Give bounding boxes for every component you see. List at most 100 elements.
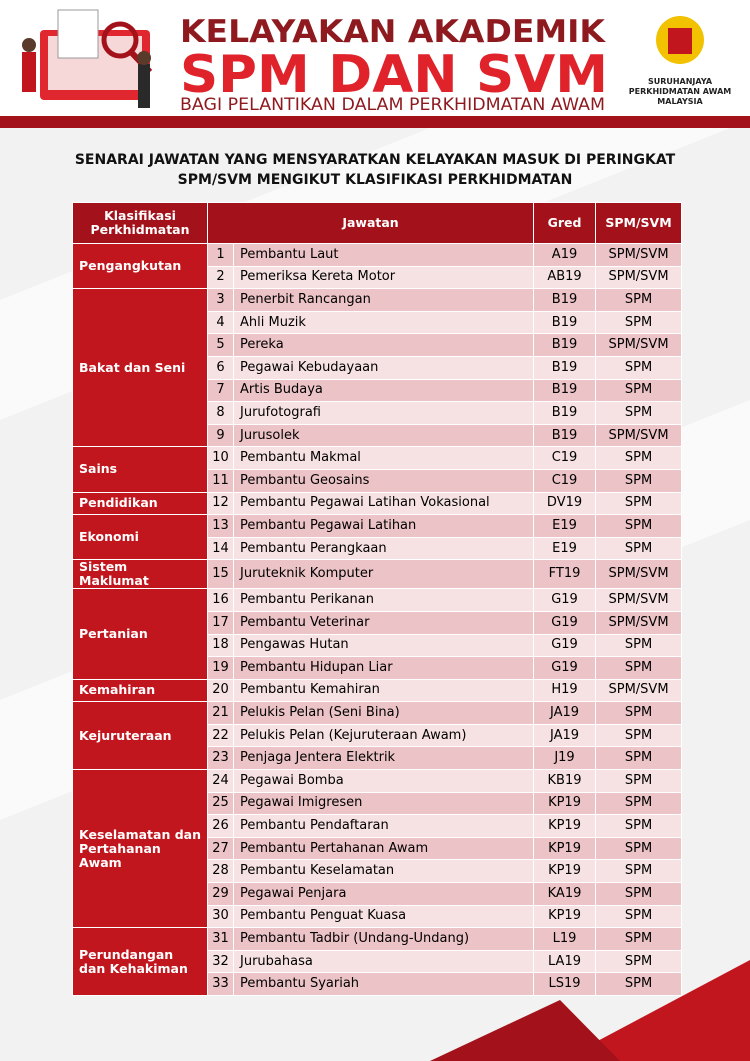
grade: FT19 (533, 559, 597, 590)
grade: C19 (533, 446, 597, 470)
grade: KP19 (533, 836, 597, 861)
job-title: Pembantu Pendaftaran (232, 814, 535, 838)
qualification: SPM/SVM (595, 243, 683, 267)
row-number: 7 (207, 378, 234, 403)
grade: B19 (533, 333, 597, 357)
table-row: 18 Pengawas Hutan G19 SPM (73, 633, 683, 658)
row-number: 14 (207, 536, 234, 561)
qualification: SPM (595, 401, 683, 425)
grade: G19 (533, 610, 597, 635)
row-number: 17 (207, 610, 234, 635)
row-number: 10 (207, 446, 234, 470)
job-title: Pemeriksa Kereta Motor (232, 265, 535, 290)
row-number: 25 (207, 791, 234, 816)
grade: C19 (533, 468, 597, 493)
qualification: SPM (595, 633, 683, 658)
row-number: 23 (207, 746, 234, 771)
job-title: Jurubahasa (232, 949, 535, 974)
grade: B19 (533, 310, 597, 335)
classification: Pertanian (72, 588, 208, 680)
grade: KP19 (533, 814, 597, 838)
table-row: Keselamatan dan Pertahanan Awam 24 Pegawai… (72, 769, 683, 929)
qualification: SPM (595, 859, 683, 884)
row-number: 19 (207, 656, 234, 680)
grade: KP19 (533, 791, 597, 816)
qualification: SPM/SVM (595, 423, 683, 448)
job-title: Pembantu Tadbir (Undang-Undang) (232, 927, 535, 951)
row-number: 20 (207, 678, 234, 703)
subtitle-line: SENARAI JAWATAN YANG MENSYARATKAN KELAYA… (74, 152, 676, 168)
qualification: SPM (595, 769, 683, 793)
grade: E19 (533, 536, 597, 561)
grade: B19 (533, 288, 597, 312)
column-header: Gred (533, 202, 597, 244)
qualification: SPM (595, 310, 683, 335)
header-row: Klasifikasi Perkhidmatan Jawatan Gred SP… (72, 202, 683, 244)
table-row: Kejuruteraan 21 Pelukis Pelan (Seni Bina) J… (72, 701, 683, 771)
grade: JA19 (533, 723, 597, 748)
column-header: Jawatan (206, 202, 535, 244)
grade: E19 (533, 514, 597, 538)
qualification: SPM/SVM (595, 559, 683, 590)
row-number: 13 (207, 514, 234, 538)
qualification: SPM (595, 723, 683, 748)
qualification: SPM (595, 355, 683, 380)
qualification: SPM (595, 378, 683, 403)
job-title: Pembantu Pegawai Latihan (232, 514, 535, 538)
qualification: SPM/SVM (595, 610, 683, 635)
job-title: Penjaga Jentera Elektrik (232, 746, 535, 771)
row-number: 8 (207, 401, 234, 425)
row-number: 29 (207, 882, 234, 906)
table-row: 27 Pembantu Pertahanan Awam KP19 SPM (73, 836, 683, 861)
column-header: SPM/SVM (595, 202, 683, 244)
qualification: SPM (595, 701, 683, 725)
row-number: 1 (207, 243, 234, 267)
job-title: Pegawai Imigresen (232, 791, 535, 816)
grade: B19 (533, 401, 597, 425)
job-title: Pembantu Kemahiran (232, 678, 535, 703)
table-row: 30 Pembantu Penguat Kuasa KP19 SPM (73, 904, 683, 929)
job-title: Juruteknik Komputer (232, 559, 535, 590)
job-title: Pereka (232, 333, 535, 357)
job-title: Pembantu Veterinar (232, 610, 535, 635)
qualification: SPM (595, 288, 683, 312)
qualification: SPM (595, 949, 683, 974)
classification: Perundangan dan Kehakiman (72, 927, 208, 996)
subtitle: SENARAI JAWATAN YANG MENSYARATKAN KELAYA… (0, 150, 750, 190)
table-row: Bakat dan Seni 3 Penerbit Rancangan B19 SPM (72, 288, 683, 448)
row-number: 33 (207, 972, 234, 996)
table-row: 2 Pemeriksa Kereta Motor AB19 SPM/SVM (73, 265, 683, 290)
classification: Kemahiran (72, 678, 208, 703)
grade: J19 (533, 746, 597, 771)
classification: Bakat dan Seni (72, 288, 208, 448)
classification: Sistem Maklumat (72, 559, 208, 590)
row-number: 26 (207, 814, 234, 838)
row-number: 28 (207, 859, 234, 884)
table-row: Sains 10 Pembantu Makmal C19 SPM (72, 446, 683, 493)
row-number: 18 (207, 633, 234, 658)
grade: G19 (533, 588, 597, 612)
job-title: Artis Budaya (232, 378, 535, 403)
table-row: 7 Artis Budaya B19 SPM (73, 378, 683, 403)
qualification: SPM (595, 536, 683, 561)
classification: Keselamatan dan Pertahanan Awam (72, 769, 208, 929)
table-row: 23 Penjaga Jentera Elektrik J19 SPM (73, 746, 683, 771)
qualification: SPM (595, 468, 683, 493)
qualification: SPM (595, 446, 683, 470)
row-number: 15 (207, 559, 234, 590)
row-number: 5 (207, 333, 234, 357)
subtitle-line: SPM/SVM MENGIKUT KLASIFIKASI PERKHIDMATA… (177, 172, 573, 188)
table-row: 29 Pegawai Penjara KA19 SPM (73, 882, 683, 906)
job-title: Jurufotografi (232, 401, 535, 425)
job-title: Penerbit Rancangan (232, 288, 535, 312)
qualification: SPM/SVM (595, 265, 683, 290)
table-row: Pengangkutan 1 Pembantu Laut A19 SPM/SVM (72, 242, 683, 290)
row-number: 21 (207, 701, 234, 725)
job-title: Pengawas Hutan (232, 633, 535, 658)
row-number: 16 (207, 588, 234, 612)
grade: B19 (533, 378, 597, 403)
classification: Kejuruteraan (72, 701, 208, 771)
job-title: Pembantu Pertahanan Awam (232, 836, 535, 861)
grade: L19 (533, 927, 597, 951)
qualification: SPM (595, 656, 683, 680)
